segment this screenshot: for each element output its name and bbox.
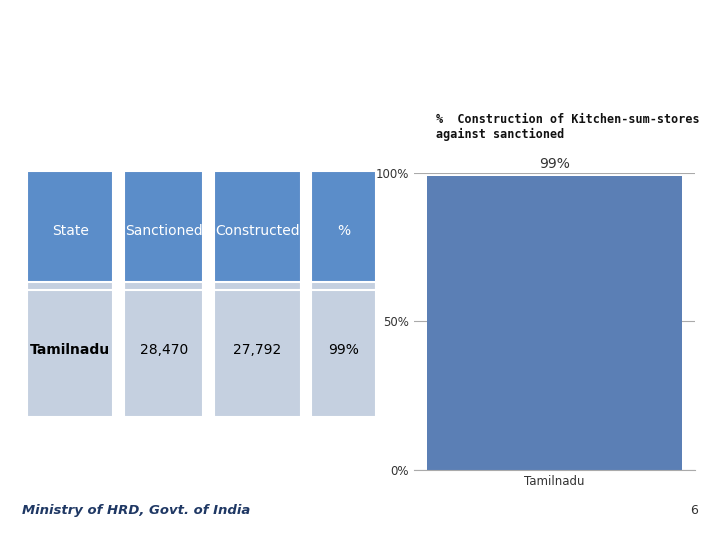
Text: %: %	[337, 224, 351, 238]
Text: Constructed: Constructed	[215, 224, 300, 238]
Text: %  Construction of Kitchen-sum-stores
against sanctioned: % Construction of Kitchen-sum-stores aga…	[436, 113, 700, 141]
Text: 28,470: 28,470	[140, 343, 188, 356]
Bar	[125, 282, 203, 417]
Bar	[312, 172, 377, 291]
Bar	[125, 172, 203, 291]
Text: 99%: 99%	[539, 157, 570, 171]
Bar	[27, 282, 114, 417]
Text: 99%: 99%	[328, 343, 359, 356]
Bar	[27, 172, 114, 291]
Text: (Primary & U. Primary): (Primary & U. Primary)	[208, 59, 512, 83]
Bar	[312, 282, 377, 417]
Bar	[27, 172, 114, 291]
Bar	[27, 282, 114, 417]
Bar	[125, 172, 203, 291]
Text: State: State	[52, 224, 89, 238]
Bar	[215, 282, 301, 417]
Bar	[312, 282, 377, 417]
Text: 27,792: 27,792	[233, 343, 282, 356]
Text: Sanctioned: Sanctioned	[125, 224, 202, 238]
Bar	[312, 172, 377, 291]
Text: Ministry of HRD, Govt. of India: Ministry of HRD, Govt. of India	[22, 504, 250, 517]
Bar	[125, 282, 203, 417]
Text: Construction of Kitchen-cum-Stores: Construction of Kitchen-cum-Stores	[122, 21, 598, 45]
Bar	[215, 172, 301, 291]
Text: Tamilnadu: Tamilnadu	[30, 343, 110, 356]
Bar	[215, 172, 301, 291]
Bar	[215, 282, 301, 417]
Text: 6: 6	[690, 504, 698, 517]
